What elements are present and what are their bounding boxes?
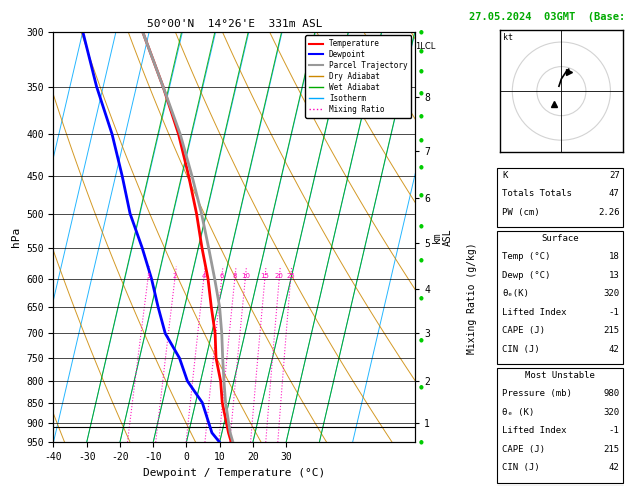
Text: ●: ●: [418, 440, 423, 445]
Text: ●: ●: [418, 164, 423, 169]
Text: PW (cm): PW (cm): [502, 208, 540, 217]
Text: Most Unstable: Most Unstable: [525, 371, 595, 380]
Text: 47: 47: [609, 189, 620, 198]
Text: 8: 8: [233, 273, 237, 278]
Text: ●: ●: [418, 295, 423, 300]
Text: 20: 20: [275, 273, 284, 278]
Text: K: K: [502, 171, 508, 180]
Text: 27: 27: [609, 171, 620, 180]
Text: 215: 215: [603, 326, 620, 335]
Text: 6: 6: [220, 273, 224, 278]
Text: ●: ●: [418, 385, 423, 390]
Text: 2: 2: [173, 273, 177, 278]
Text: CAPE (J): CAPE (J): [502, 326, 545, 335]
Text: 4: 4: [202, 273, 206, 278]
Text: Pressure (mb): Pressure (mb): [502, 389, 572, 399]
Text: 27.05.2024  03GMT  (Base: 18): 27.05.2024 03GMT (Base: 18): [469, 12, 629, 22]
Text: 10: 10: [241, 273, 250, 278]
Text: 42: 42: [609, 345, 620, 354]
Text: 2.26: 2.26: [598, 208, 620, 217]
Y-axis label: hPa: hPa: [11, 227, 21, 247]
Text: 42: 42: [609, 463, 620, 472]
Text: ●: ●: [418, 48, 423, 53]
Text: 15: 15: [260, 273, 269, 278]
Text: Dewp (°C): Dewp (°C): [502, 271, 550, 280]
Text: CIN (J): CIN (J): [502, 463, 540, 472]
Text: Surface: Surface: [541, 234, 579, 243]
Text: θₑ (K): θₑ (K): [502, 408, 534, 417]
Text: Lifted Index: Lifted Index: [502, 426, 567, 435]
Text: -1: -1: [609, 308, 620, 317]
Text: ●: ●: [418, 69, 423, 74]
Text: 320: 320: [603, 289, 620, 298]
Text: 1LCL: 1LCL: [416, 42, 436, 52]
Text: 1: 1: [146, 273, 150, 278]
Text: 18: 18: [609, 252, 620, 261]
Y-axis label: km
ASL: km ASL: [431, 228, 453, 246]
Text: 980: 980: [603, 389, 620, 399]
Text: ●: ●: [418, 224, 423, 229]
Text: ●: ●: [418, 193, 423, 198]
Text: ●: ●: [418, 337, 423, 342]
Text: 13: 13: [609, 271, 620, 280]
Legend: Temperature, Dewpoint, Parcel Trajectory, Dry Adiabat, Wet Adiabat, Isotherm, Mi: Temperature, Dewpoint, Parcel Trajectory…: [305, 35, 411, 118]
Text: ●: ●: [418, 258, 423, 263]
Text: Totals Totals: Totals Totals: [502, 189, 572, 198]
Text: ●: ●: [418, 113, 423, 118]
Text: CAPE (J): CAPE (J): [502, 445, 545, 454]
Text: θₑ(K): θₑ(K): [502, 289, 529, 298]
Text: Mixing Ratio (g/kg): Mixing Ratio (g/kg): [467, 243, 477, 354]
Text: CIN (J): CIN (J): [502, 345, 540, 354]
Text: ●: ●: [418, 90, 423, 95]
Text: 215: 215: [603, 445, 620, 454]
Text: ●: ●: [418, 138, 423, 143]
Text: 25: 25: [286, 273, 295, 278]
Text: kt: kt: [503, 34, 513, 42]
Text: ●: ●: [418, 29, 423, 34]
Text: 320: 320: [603, 408, 620, 417]
Text: Lifted Index: Lifted Index: [502, 308, 567, 317]
Text: -1: -1: [609, 426, 620, 435]
Title: 50°00'N  14°26'E  331m ASL: 50°00'N 14°26'E 331m ASL: [147, 19, 322, 30]
X-axis label: Dewpoint / Temperature (°C): Dewpoint / Temperature (°C): [143, 468, 325, 478]
Text: Temp (°C): Temp (°C): [502, 252, 550, 261]
